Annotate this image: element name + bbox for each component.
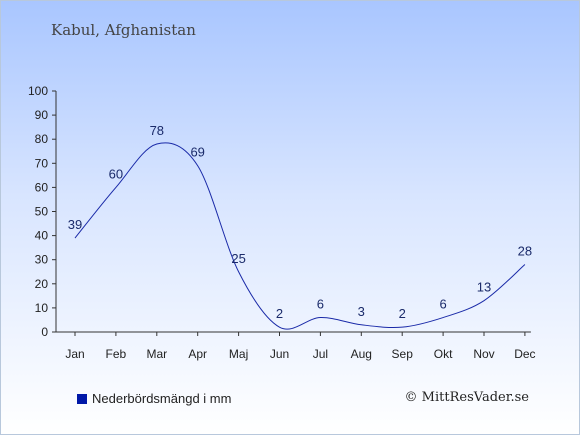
chart-title: Kabul, Afghanistan [51,21,196,39]
x-tick-label: Jul [313,347,328,361]
data-label: 69 [190,145,204,160]
y-tick-label: 70 [35,156,49,170]
precipitation-line [74,142,526,330]
data-label: 28 [518,244,532,259]
data-label: 2 [399,306,406,321]
y-tick-label: 30 [35,253,49,267]
x-tick-label: Sep [392,347,414,361]
legend-label: Nederbördsmängd i mm [92,391,232,406]
x-tick-label: Dec [514,347,535,361]
x-tick-label: Maj [229,347,248,361]
y-tick-label: 40 [35,229,49,243]
y-tick-label: 0 [41,325,48,339]
data-label: 2 [276,306,283,321]
y-tick-label: 20 [35,277,49,291]
y-tick-label: 90 [35,108,49,122]
y-tick-label: 60 [35,180,49,194]
x-tick-label: Okt [434,347,453,361]
data-label: 6 [317,297,324,312]
x-tick-label: Jun [270,347,289,361]
data-label: 78 [150,123,164,138]
data-label: 3 [358,304,365,319]
data-label: 13 [477,280,491,295]
data-label: 6 [439,297,446,312]
x-tick-label: Aug [351,347,372,361]
x-tick-label: Apr [188,347,207,361]
y-tick-label: 10 [35,301,49,315]
x-tick-label: Nov [473,347,494,361]
data-label: 25 [231,251,245,266]
x-tick-label: Feb [106,347,127,361]
legend: Nederbördsmängd i mm [77,391,231,406]
data-label: 60 [109,166,123,181]
legend-swatch [77,393,87,404]
data-label: 39 [68,217,82,232]
credit-text: © MittResVader.se [404,390,529,405]
y-tick-label: 50 [35,205,49,219]
y-tick-label: 80 [35,132,49,146]
x-tick-label: Jan [65,347,84,361]
y-tick-label: 100 [28,84,48,98]
x-tick-label: Mar [146,347,167,361]
